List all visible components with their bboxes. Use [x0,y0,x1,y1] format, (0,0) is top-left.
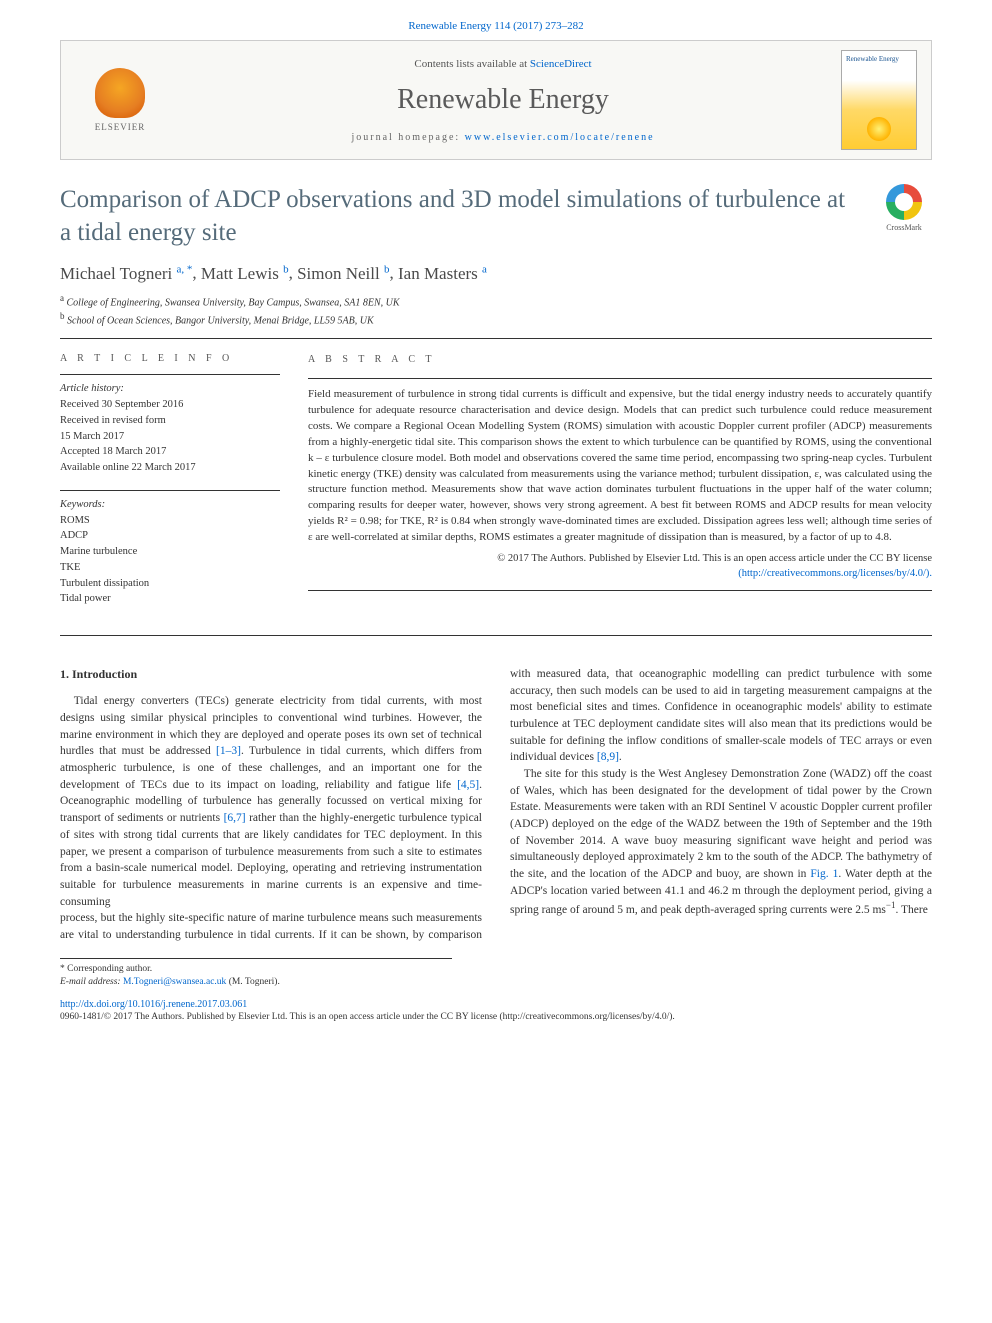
journal-name: Renewable Energy [165,84,841,116]
keyword: Marine turbulence [60,544,280,560]
affiliation-marker[interactable]: a [482,263,487,275]
crossmark-badge[interactable]: CrossMark [876,184,932,232]
publisher-name: ELSEVIER [95,122,146,132]
corresponding-footnote: * Corresponding author. E-mail address: … [60,958,452,990]
journal-cover-thumbnail: Renewable Energy [841,50,917,150]
keywords-label: Keywords: [60,497,280,513]
citation-link[interactable]: Renewable Energy 114 (2017) 273–282 [408,20,583,32]
affiliation-marker[interactable]: a, * [177,263,193,275]
history-line: Accepted 18 March 2017 [60,444,280,460]
divider [60,635,932,636]
abstract-heading: A B S T R A C T [308,353,932,368]
history-line: Available online 22 March 2017 [60,460,280,476]
history-line: Received 30 September 2016 [60,397,280,413]
body-paragraph: Tidal energy converters (TECs) generate … [60,693,482,910]
email-label: E-mail address: [60,977,123,987]
affiliation-marker[interactable]: b [384,263,390,275]
issn-copyright: 0960-1481/© 2017 The Authors. Published … [60,1012,932,1022]
article-history: Article history: Received 30 September 2… [60,381,280,476]
ref-link[interactable]: [8,9] [597,751,619,763]
history-line: Received in revised form [60,413,280,429]
doi-link[interactable]: http://dx.doi.org/10.1016/j.renene.2017.… [60,999,247,1010]
author: Matt Lewis b [201,264,289,283]
author-list: Michael Togneri a, *, Matt Lewis b, Simo… [60,263,932,284]
contents-line: Contents lists available at ScienceDirec… [165,58,841,70]
corr-author-label: * Corresponding author. [60,963,452,976]
history-label: Article history: [60,381,280,397]
abstract-rule [308,378,932,379]
doi-line: http://dx.doi.org/10.1016/j.renene.2017.… [60,999,932,1010]
history-line: 15 March 2017 [60,429,280,445]
figure-link[interactable]: Fig. 1 [810,868,838,880]
title-block: Comparison of ADCP observations and 3D m… [60,184,932,249]
article-title: Comparison of ADCP observations and 3D m… [60,184,856,249]
author: Michael Togneri a, * [60,264,192,283]
publisher-logo: ELSEVIER [75,50,165,150]
sciencedirect-link[interactable]: ScienceDirect [530,58,592,70]
license-link[interactable]: (http://creativecommons.org/licenses/by/… [738,568,932,579]
homepage-line: journal homepage: www.elsevier.com/locat… [165,132,841,143]
info-rule [60,374,280,375]
homepage-prefix: journal homepage: [351,132,464,143]
ref-link[interactable]: [4,5] [457,779,479,791]
affiliation-marker[interactable]: b [283,263,289,275]
info-rule [60,490,280,491]
affiliation-line: a College of Engineering, Swansea Univer… [60,292,932,310]
body-paragraph: The site for this study is the West Angl… [510,766,932,919]
copyright-text: © 2017 The Authors. Published by Elsevie… [497,553,932,564]
keyword: ROMS [60,513,280,529]
article-body: 1. Introduction Tidal energy converters … [60,666,932,943]
abstract-rule-bottom [308,590,932,591]
abstract-copyright: © 2017 The Authors. Published by Elsevie… [308,552,932,581]
keyword: ADCP [60,528,280,544]
keyword: Tidal power [60,591,280,607]
email-suffix: (M. Togneri). [226,977,280,987]
affiliation-line: b School of Ocean Sciences, Bangor Unive… [60,310,932,328]
author: Ian Masters a [398,264,487,283]
email-link[interactable]: M.Togneri@swansea.ac.uk [123,977,226,987]
journal-header-box: ELSEVIER Contents lists available at Sci… [60,40,932,160]
abstract-text: Field measurement of turbulence in stron… [308,387,932,546]
citation-header: Renewable Energy 114 (2017) 273–282 [60,20,932,32]
keywords-block: Keywords: ROMSADCPMarine turbulenceTKETu… [60,497,280,607]
crossmark-icon [886,184,922,220]
divider [60,338,932,339]
ref-link[interactable]: [1–3] [216,745,241,757]
affiliations: a College of Engineering, Swansea Univer… [60,292,932,329]
keyword: TKE [60,560,280,576]
crossmark-label: CrossMark [886,223,922,232]
author: Simon Neill b [297,264,389,283]
article-info-column: A R T I C L E I N F O Article history: R… [60,353,280,621]
ref-link[interactable]: [6,7] [224,812,246,824]
keyword: Turbulent dissipation [60,576,280,592]
homepage-link[interactable]: www.elsevier.com/locate/renene [465,132,655,143]
article-info-heading: A R T I C L E I N F O [60,353,280,364]
cover-title: Renewable Energy [846,55,899,63]
info-abstract-row: A R T I C L E I N F O Article history: R… [60,353,932,621]
section-heading: 1. Introduction [60,666,482,683]
abstract-column: A B S T R A C T Field measurement of tur… [308,353,932,621]
elsevier-tree-icon [95,68,145,118]
journal-center: Contents lists available at ScienceDirec… [165,58,841,143]
contents-prefix: Contents lists available at [414,58,529,70]
